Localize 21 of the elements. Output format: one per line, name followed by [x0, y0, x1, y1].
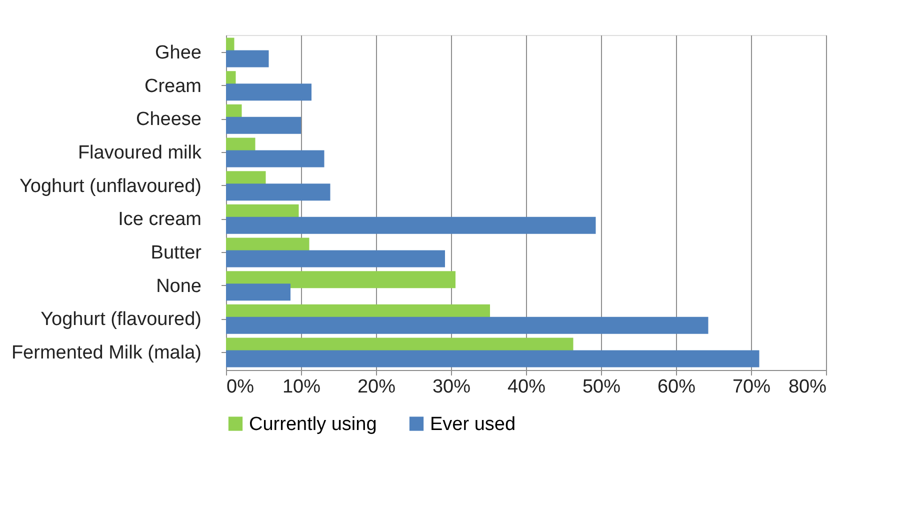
y-tick-label: Cheese	[136, 109, 202, 130]
y-tick-label: Butter	[150, 242, 202, 264]
x-tick-label: 80%	[788, 376, 827, 398]
x-tick-label: 70%	[732, 376, 771, 398]
x-tick-label: 10%	[282, 376, 321, 398]
legend-label: Ever used	[430, 414, 516, 435]
y-tick-label: Cream	[144, 76, 202, 97]
y-tick-label: Fermented Milk (mala)	[11, 342, 202, 364]
y-tick-label: Yoghurt (unflavoured)	[19, 176, 202, 197]
y-tick-label: Flavoured milk	[78, 142, 202, 164]
x-tick-label: 20%	[357, 376, 396, 398]
y-tick-label: None	[156, 276, 202, 297]
y-tick-label: Yoghurt (flavoured)	[40, 309, 202, 330]
x-tick-label: 40%	[507, 376, 546, 398]
x-tick-label: 30%	[432, 376, 471, 398]
x-tick-label: 60%	[657, 376, 696, 398]
y-tick-label: Ice cream	[118, 209, 202, 230]
x-tick-label: 50%	[582, 376, 621, 398]
y-tick-label: Ghee	[155, 42, 202, 64]
x-tick-label: 0%	[226, 376, 254, 398]
legend-label: Currently using	[249, 414, 377, 435]
